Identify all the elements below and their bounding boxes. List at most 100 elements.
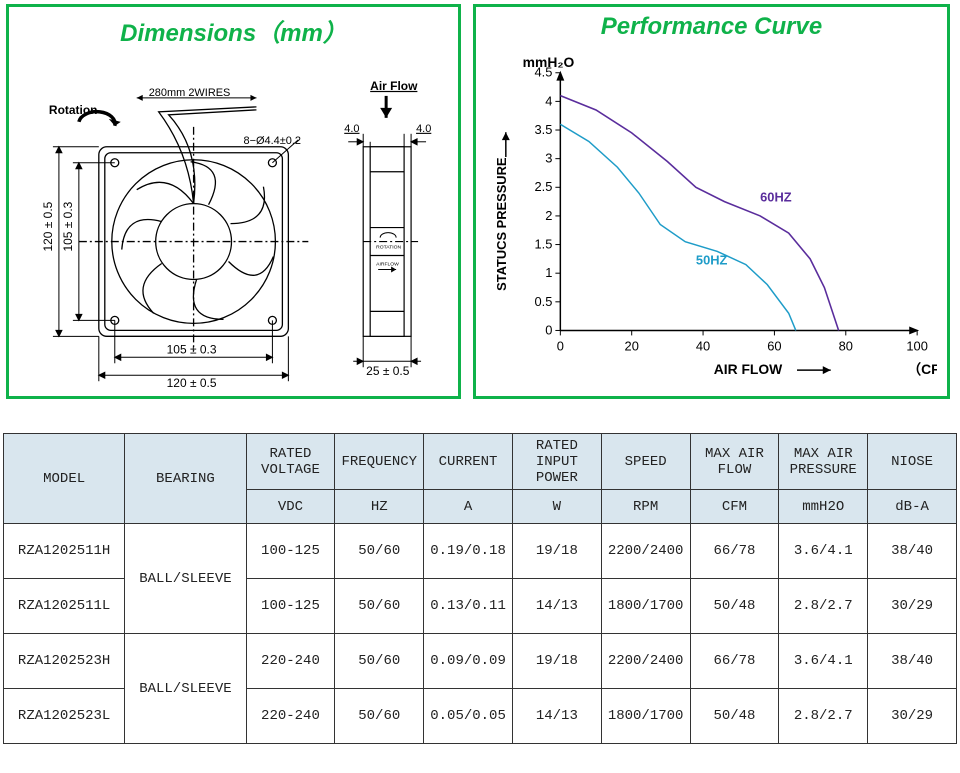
series-50HZ — [560, 124, 795, 330]
cell: 2.8/2.7 — [779, 689, 868, 744]
cell: 50/48 — [690, 579, 779, 634]
dimensions-drawing: Rotation 280mm 2WIRES 8−Ø4.4±0.2 120 ± 0… — [19, 52, 448, 391]
y-axis-title: STATUCS PRESSURE — [494, 157, 509, 291]
cell-bearing: BALL/SLEEVE — [125, 634, 246, 744]
cell: 0.05/0.05 — [424, 689, 513, 744]
y-tick: 0 — [545, 322, 552, 337]
spec-table-body: RZA1202511HBALL/SLEEVE100-12550/600.19/0… — [4, 524, 957, 744]
y-tick: 0.5 — [535, 294, 553, 309]
y-tick: 3 — [545, 151, 552, 166]
cell-model: RZA1202523H — [4, 634, 125, 689]
y-tick: 4.5 — [535, 65, 553, 80]
y-tick: 1.5 — [535, 237, 553, 252]
cell: 38/40 — [868, 524, 957, 579]
wire-label: 280mm 2WIRES — [149, 87, 231, 99]
cell: 2.8/2.7 — [779, 579, 868, 634]
cell: 14/13 — [512, 579, 601, 634]
y-tick: 1 — [545, 265, 552, 280]
col-unit: CFM — [690, 490, 779, 524]
x-tick: 20 — [625, 338, 639, 353]
label-60hz: 60HZ — [760, 190, 792, 205]
cell-model: RZA1202511L — [4, 579, 125, 634]
cell: 1800/1700 — [601, 579, 690, 634]
x-tick: 40 — [696, 338, 710, 353]
dimensions-title: Dimensions（mm） — [19, 13, 448, 48]
col-header: BEARING — [125, 434, 246, 524]
x-tick: 100 — [906, 338, 927, 353]
cell: 66/78 — [690, 524, 779, 579]
cell: 220-240 — [246, 634, 335, 689]
dim-120-h: 120 ± 0.5 — [167, 376, 217, 390]
y-tick: 4 — [545, 93, 552, 108]
side-airflow: AIRFLOW — [376, 261, 399, 267]
performance-chart: mmH₂O00.511.522.533.544.502040608010050H… — [486, 45, 937, 387]
cell: 38/40 — [868, 634, 957, 689]
col-header: RATED VOLTAGE — [246, 434, 335, 490]
col-unit: W — [512, 490, 601, 524]
col-unit: mmH2O — [779, 490, 868, 524]
spec-table-head: MODELBEARINGRATED VOLTAGEFREQUENCYCURREN… — [4, 434, 957, 524]
col-unit: A — [424, 490, 513, 524]
col-header: MAX AIR FLOW — [690, 434, 779, 490]
cell: 0.09/0.09 — [424, 634, 513, 689]
cell: 66/78 — [690, 634, 779, 689]
x-axis-unit: （CFM） — [907, 361, 937, 377]
cell-bearing: BALL/SLEEVE — [125, 524, 246, 634]
cell: 50/60 — [335, 634, 424, 689]
col-header: CURRENT — [424, 434, 513, 490]
cell: 2200/2400 — [601, 524, 690, 579]
dim-105-h: 105 ± 0.3 — [167, 342, 217, 356]
cell: 50/60 — [335, 579, 424, 634]
y-tick: 2.5 — [535, 179, 553, 194]
cell: 100-125 — [246, 579, 335, 634]
cell: 220-240 — [246, 689, 335, 744]
cell-model: RZA1202511H — [4, 524, 125, 579]
cell: 30/29 — [868, 689, 957, 744]
label-50hz: 50HZ — [696, 253, 728, 268]
col-unit: RPM — [601, 490, 690, 524]
airflow-label: Air Flow — [370, 79, 418, 93]
cell: 3.6/4.1 — [779, 524, 868, 579]
cell: 50/60 — [335, 689, 424, 744]
y-tick: 3.5 — [535, 122, 553, 137]
dim-105-v: 105 ± 0.3 — [61, 201, 75, 251]
x-tick: 80 — [839, 338, 853, 353]
table-row: RZA1202523HBALL/SLEEVE220-24050/600.09/0… — [4, 634, 957, 689]
col-unit: HZ — [335, 490, 424, 524]
col-header: NIOSE — [868, 434, 957, 490]
cell: 2200/2400 — [601, 634, 690, 689]
cell: 19/18 — [512, 524, 601, 579]
rotation-label: Rotation — [49, 103, 98, 117]
col-header: MODEL — [4, 434, 125, 524]
y-tick: 2 — [545, 208, 552, 223]
col-header: RATED INPUT POWER — [512, 434, 601, 490]
side-rotation: ROTATION — [376, 245, 401, 251]
x-axis-title: AIR FLOW — [714, 361, 783, 377]
side-4b: 4.0 — [416, 123, 431, 135]
series-60HZ — [560, 96, 838, 331]
performance-panel: Performance Curve mmH₂O00.511.522.533.54… — [473, 4, 950, 399]
cell: 0.13/0.11 — [424, 579, 513, 634]
x-tick: 60 — [767, 338, 781, 353]
dim-120-v: 120 ± 0.5 — [41, 201, 55, 251]
cell-model: RZA1202523L — [4, 689, 125, 744]
col-header: MAX AIR PRESSURE — [779, 434, 868, 490]
cell: 3.6/4.1 — [779, 634, 868, 689]
col-unit: dB-A — [868, 490, 957, 524]
cell: 19/18 — [512, 634, 601, 689]
cell: 14/13 — [512, 689, 601, 744]
cell: 50/48 — [690, 689, 779, 744]
x-tick: 0 — [557, 338, 564, 353]
cell: 0.19/0.18 — [424, 524, 513, 579]
col-header: SPEED — [601, 434, 690, 490]
cell: 1800/1700 — [601, 689, 690, 744]
performance-title: Performance Curve — [486, 13, 937, 41]
dimensions-panel: Dimensions（mm） — [6, 4, 461, 399]
col-header: FREQUENCY — [335, 434, 424, 490]
cell: 50/60 — [335, 524, 424, 579]
cell: 30/29 — [868, 579, 957, 634]
cell: 100-125 — [246, 524, 335, 579]
side-25: 25 ± 0.5 — [366, 364, 410, 378]
spec-table: MODELBEARINGRATED VOLTAGEFREQUENCYCURREN… — [3, 433, 957, 744]
side-4a: 4.0 — [344, 123, 359, 135]
